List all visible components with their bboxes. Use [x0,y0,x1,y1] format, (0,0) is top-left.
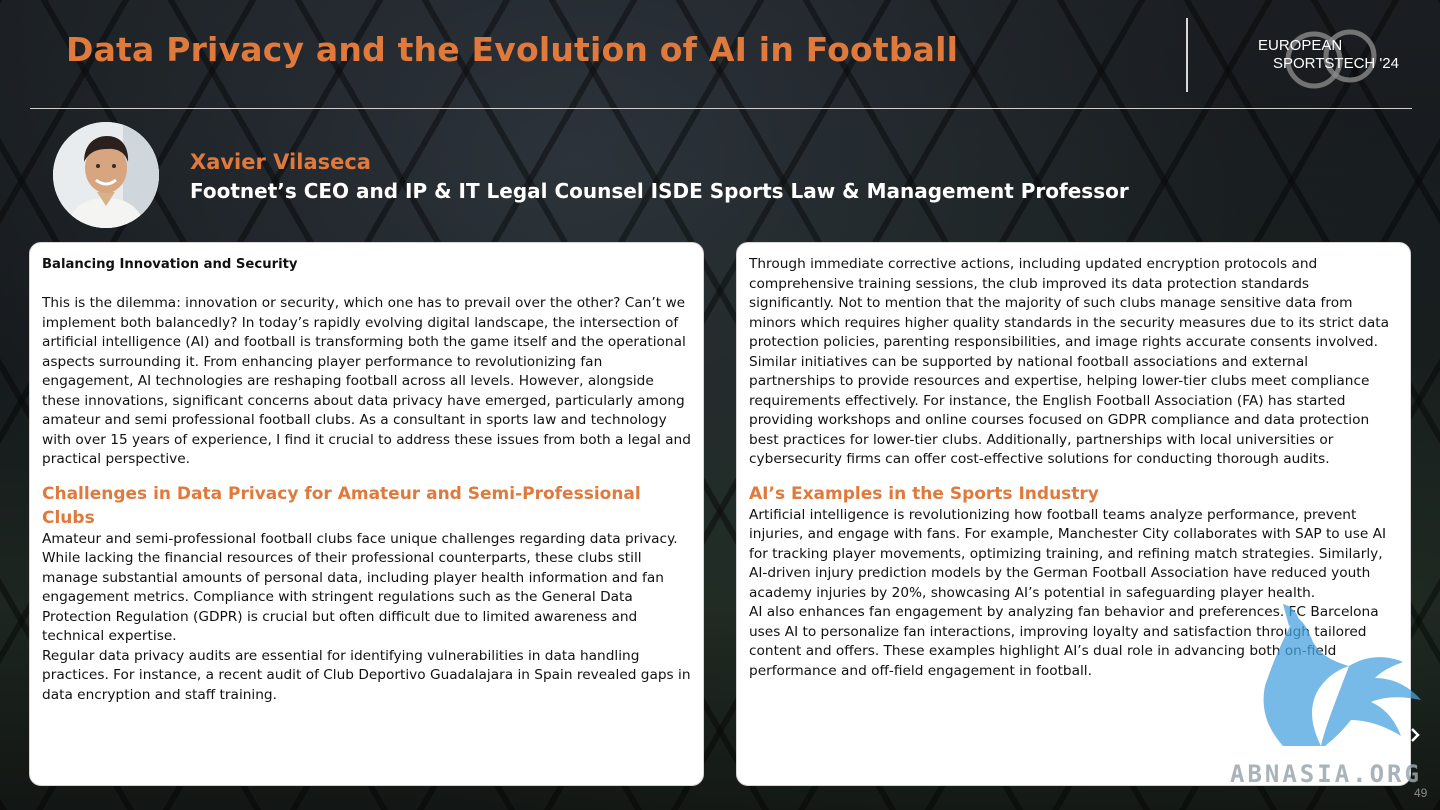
right-card-paragraph-4: AI also enhances fan engagement by analy… [749,604,1379,679]
logo-text-line2: SPORTSTECH '24 [1273,55,1399,72]
next-slide-chevron-icon[interactable] [1410,727,1420,743]
speaker-portrait-icon [53,122,159,228]
left-card-section-title: Challenges in Data Privacy for Amateur a… [42,483,641,528]
event-logo: EUROPEAN SPORTSTECH '24 [1230,22,1420,92]
header-divider-vertical [1186,18,1188,92]
right-card-paragraph-1: Through immediate corrective actions, in… [749,256,1389,350]
watermark-text: ABNASIA.ORG [1230,760,1422,788]
left-card-intro: This is the dilemma: innovation or secur… [42,295,691,467]
right-card-paragraph-3: Artificial intelligence is revolutionizi… [749,506,1387,601]
page-number: 49 [1414,786,1428,800]
right-content-card: Through immediate corrective actions, in… [736,242,1411,786]
left-card-section-body-2: Regular data privacy audits are essentia… [42,647,691,703]
header-divider [30,108,1412,109]
speaker-avatar [53,122,159,228]
logo-text-line1: EUROPEAN [1258,37,1343,54]
right-card-paragraph-2: Similar initiatives can be supported by … [749,353,1370,468]
speaker-role: Footnet’s CEO and IP & IT Legal Counsel … [190,179,1129,203]
logo-rings-icon [1285,29,1377,89]
page-title: Data Privacy and the Evolution of AI in … [66,30,959,69]
speaker-name: Xavier Vilaseca [190,150,371,174]
right-card-section-title: AI’s Examples in the Sports Industry [749,483,1099,504]
left-card-heading: Balancing Innovation and Security [42,257,298,272]
left-card-section-body: Amateur and semi-professional football c… [42,530,678,645]
left-content-card: Balancing Innovation and Security This i… [29,242,704,786]
